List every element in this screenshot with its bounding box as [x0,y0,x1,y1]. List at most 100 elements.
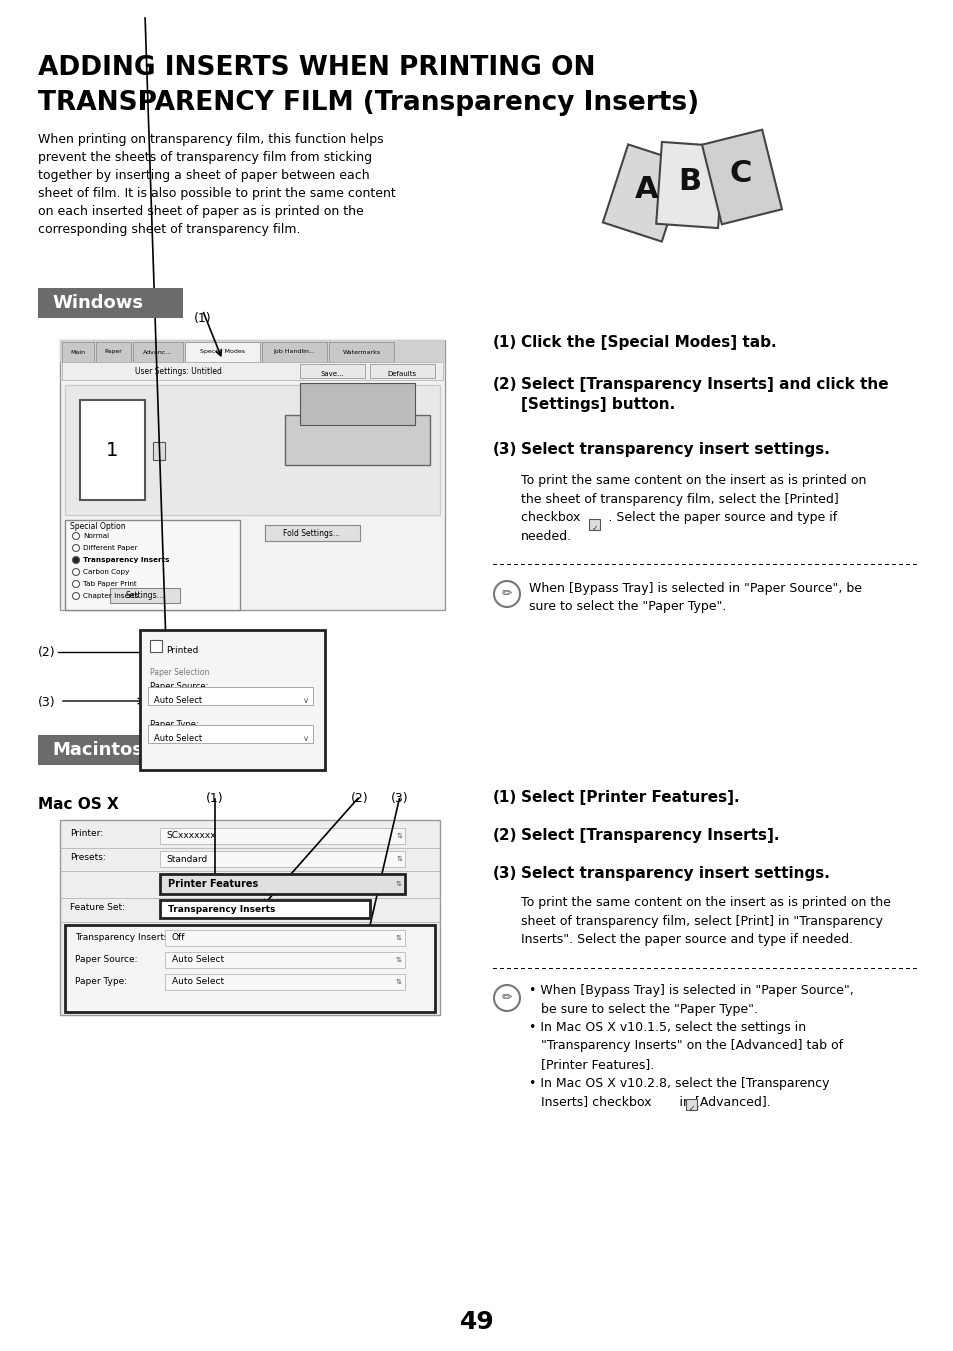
Bar [165,952,405,969]
Text: When printing on transparency film, this function helps
prevent the sheets of tr: When printing on transparency film, this… [38,132,395,236]
Text: B: B [678,166,701,196]
Bar [160,900,370,917]
Text: TRANSPARENCY FILM (Transparency Inserts): TRANSPARENCY FILM (Transparency Inserts) [38,91,699,116]
Text: Watermarks: Watermarks [342,350,380,354]
Text: C: C [729,158,751,188]
Text: When [Bypass Tray] is selected in "Paper Source", be
sure to select the "Paper T: When [Bypass Tray] is selected in "Paper… [529,582,862,613]
Text: To print the same content on the insert as is printed on
the sheet of transparen: To print the same content on the insert … [520,474,865,543]
Text: Select transparency insert settings.: Select transparency insert settings. [520,866,829,881]
Text: ⇅: ⇅ [395,935,401,942]
Bar [132,342,183,362]
Circle shape [494,985,519,1011]
Bar [160,828,405,844]
Text: Special Option: Special Option [70,521,126,531]
Text: Job Handlin...: Job Handlin... [274,350,315,354]
Bar [110,588,180,603]
Text: Select [Transparency Inserts].: Select [Transparency Inserts]. [520,828,779,843]
Bar [701,130,781,224]
Text: Chapter Inserts: Chapter Inserts [83,593,138,598]
Text: Save...: Save... [320,372,343,377]
Circle shape [72,557,79,563]
Text: Select transparency insert settings.: Select transparency insert settings. [520,442,829,457]
Text: (1): (1) [193,312,212,326]
Text: Printed: Printed [166,646,198,655]
Bar [140,630,325,770]
Text: Select [Printer Features].: Select [Printer Features]. [520,790,739,805]
Text: Windows: Windows [52,295,143,312]
Text: (1): (1) [493,790,517,805]
Text: 1: 1 [106,440,118,459]
Text: Carbon Copy: Carbon Copy [83,569,130,576]
Text: Advanc...: Advanc... [143,350,172,354]
Bar [588,519,599,530]
Text: To print the same content on the insert as is printed on the
sheet of transparen: To print the same content on the insert … [520,896,890,946]
Text: Paper Source:: Paper Source: [150,682,208,690]
Circle shape [72,532,79,539]
Text: Printer:: Printer: [70,830,103,839]
Bar [65,520,240,611]
Text: Tab Paper Print: Tab Paper Print [83,581,136,586]
Bar [62,362,442,380]
Bar [60,340,444,611]
Text: Select [Transparency Inserts] and click the
[Settings] button.: Select [Transparency Inserts] and click … [520,377,887,412]
Text: Auto Select: Auto Select [172,978,224,986]
Text: (1): (1) [493,335,517,350]
Bar [262,342,327,362]
Bar [370,363,435,378]
Text: Paper Selection: Paper Selection [150,667,209,677]
Text: (3): (3) [391,792,409,805]
Text: Macintosh: Macintosh [52,740,155,759]
Text: (1): (1) [206,792,224,805]
Text: ⇅: ⇅ [395,979,401,985]
Text: ∨: ∨ [303,734,309,743]
Text: Transparency Inserts: Transparency Inserts [168,905,275,913]
Text: Presets:: Presets: [70,852,106,862]
Bar [285,415,430,465]
Text: (2): (2) [38,646,55,659]
Text: (3): (3) [493,442,517,457]
Text: ⇅: ⇅ [396,834,402,839]
Text: Auto Select: Auto Select [153,696,202,705]
Text: Auto Select: Auto Select [172,955,224,965]
Bar [160,851,405,867]
Circle shape [72,593,79,600]
Bar [602,145,686,242]
Text: (2): (2) [493,828,517,843]
Bar [60,340,444,362]
Circle shape [72,544,79,551]
Text: Normal: Normal [83,534,109,539]
Text: Mac OS X: Mac OS X [38,797,118,812]
Bar [65,385,439,515]
Bar [96,342,131,362]
Text: ∨: ∨ [303,696,309,705]
Text: Off: Off [172,934,185,943]
Text: Defaults: Defaults [387,372,416,377]
Text: Paper Type:: Paper Type: [150,720,198,730]
Text: (3): (3) [493,866,517,881]
Text: Auto Select: Auto Select [153,734,202,743]
Bar [299,363,365,378]
Bar [65,925,435,1012]
Text: (2): (2) [493,377,517,392]
Text: Different Paper: Different Paper [83,544,137,551]
Text: ✏: ✏ [501,588,512,600]
Text: ⇅: ⇅ [395,957,401,963]
Text: Paper Source:: Paper Source: [75,955,137,963]
Text: A: A [634,174,658,204]
Bar [80,400,145,500]
Bar [60,820,439,1015]
Text: SCxxxxxxx: SCxxxxxxx [166,831,215,840]
Text: Paper Type:: Paper Type: [75,977,127,985]
Text: Main: Main [71,350,86,354]
Circle shape [72,581,79,588]
Circle shape [72,569,79,576]
Bar [160,874,405,894]
Text: Transparency Inserts: Transparency Inserts [83,557,170,563]
Bar [165,974,405,990]
Text: Printer Features: Printer Features [168,880,258,889]
Text: ⇅: ⇅ [395,881,401,888]
Text: Fold Settings...: Fold Settings... [283,528,340,538]
Bar [152,442,165,459]
Bar [329,342,394,362]
Bar [299,382,415,426]
